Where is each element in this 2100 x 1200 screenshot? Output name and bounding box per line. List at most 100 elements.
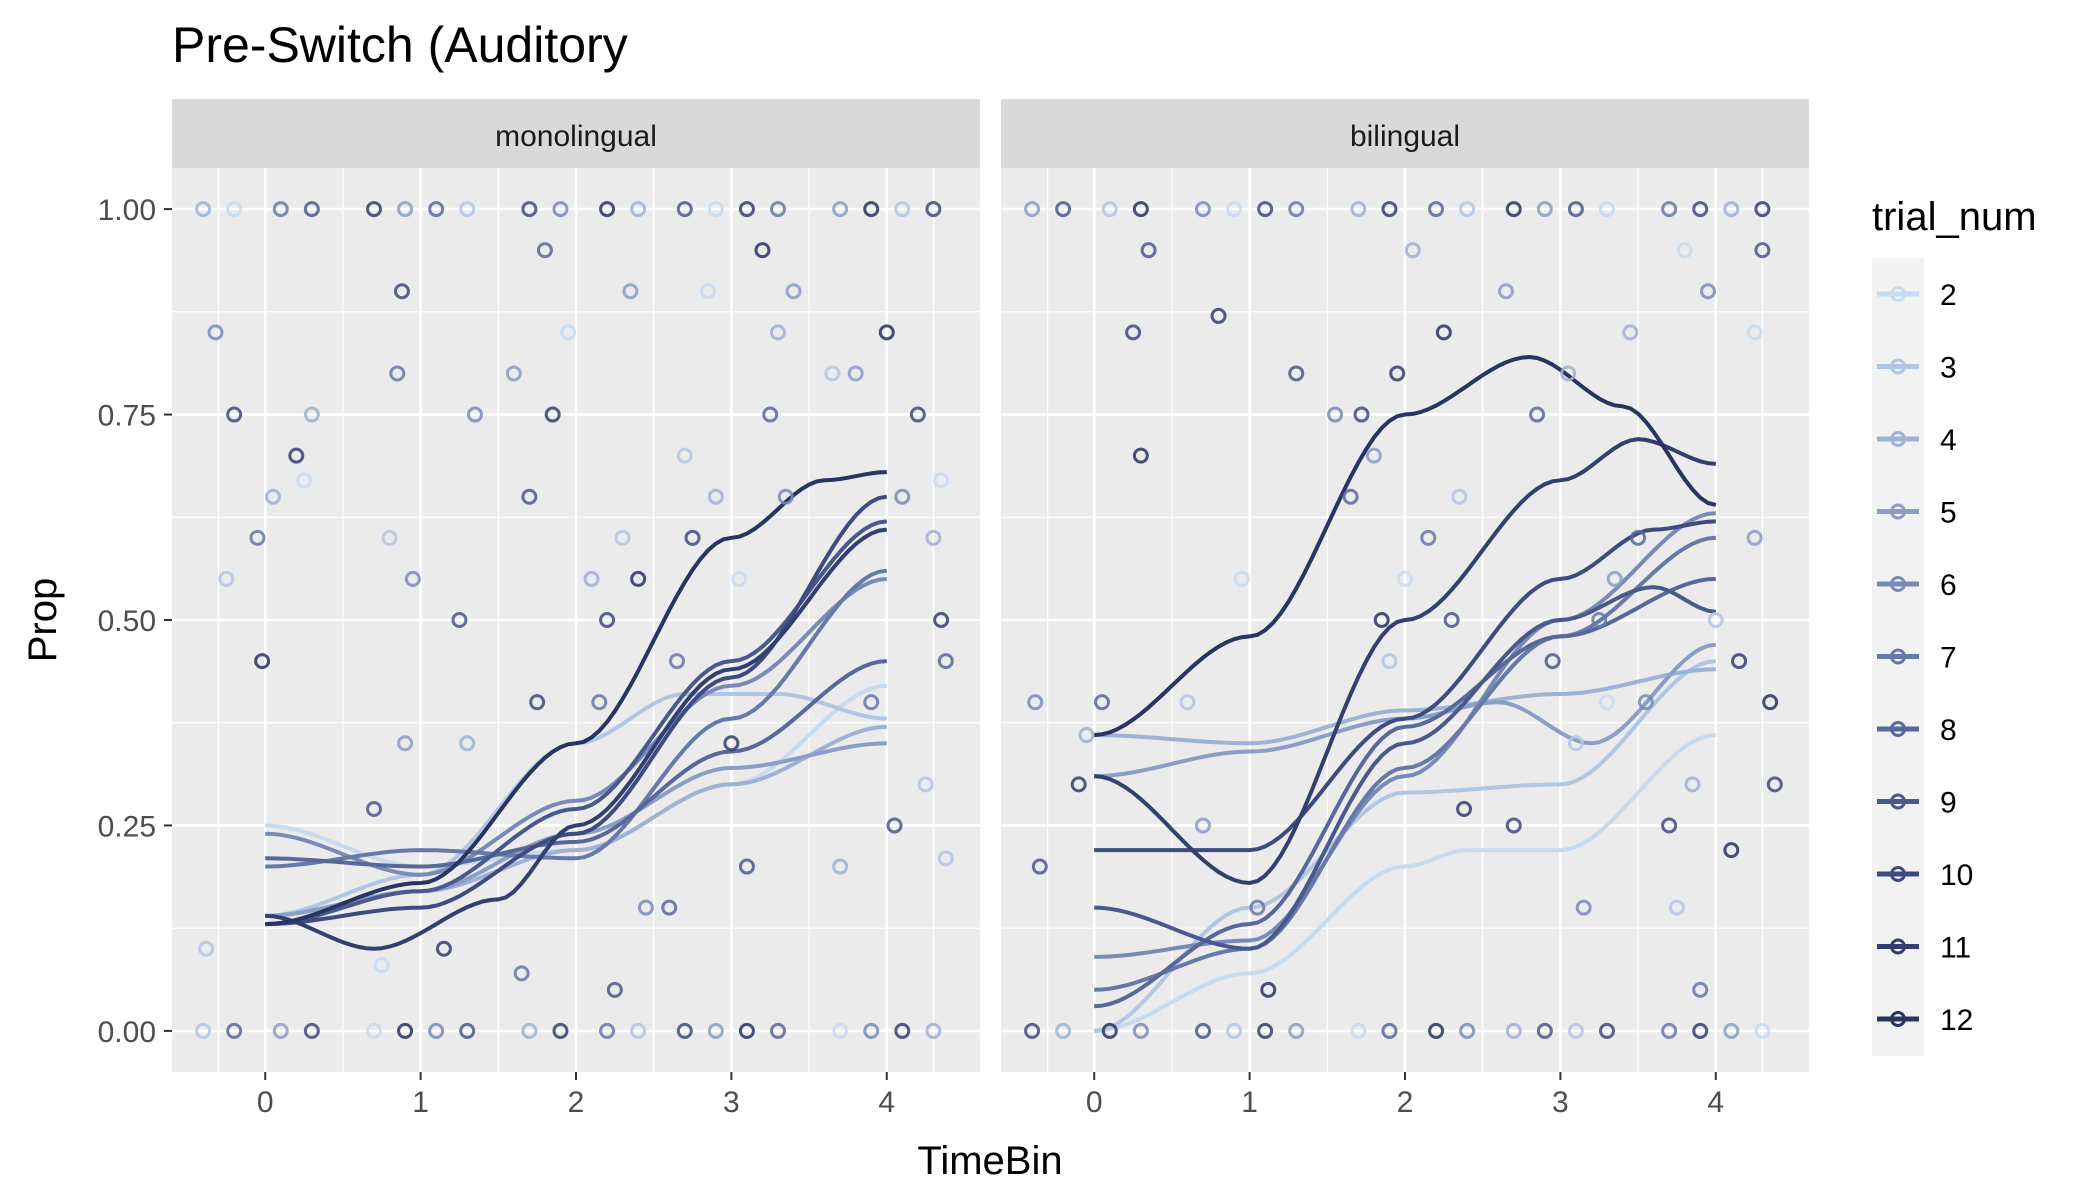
data-point bbox=[552, 1022, 569, 1039]
data-point bbox=[1606, 570, 1623, 587]
data-point bbox=[1350, 1022, 1367, 1039]
data-point bbox=[1766, 776, 1783, 793]
legend-key-point bbox=[1890, 286, 1906, 302]
data-point bbox=[731, 570, 748, 587]
data-point bbox=[878, 324, 895, 341]
data-point bbox=[1505, 201, 1522, 218]
data-point bbox=[637, 899, 654, 916]
data-point bbox=[832, 201, 849, 218]
data-point bbox=[1327, 406, 1344, 423]
data-point bbox=[1101, 1022, 1118, 1039]
data-point bbox=[1661, 817, 1678, 834]
data-point bbox=[909, 406, 926, 423]
data-point bbox=[1101, 201, 1118, 218]
data-point bbox=[1505, 1022, 1522, 1039]
legend-label: 12 bbox=[1940, 1004, 1973, 1037]
data-point bbox=[505, 365, 522, 382]
data-point bbox=[1210, 307, 1227, 324]
legend-label: 2 bbox=[1940, 279, 1957, 312]
legend-label: 9 bbox=[1940, 787, 1957, 820]
data-point bbox=[894, 201, 911, 218]
data-point bbox=[521, 1022, 538, 1039]
data-point bbox=[1233, 570, 1250, 587]
data-point bbox=[937, 850, 954, 867]
x-tick-label: 0 bbox=[1086, 1086, 1103, 1119]
data-point bbox=[1257, 201, 1274, 218]
data-point bbox=[1684, 776, 1701, 793]
smooth-line-trial-7 bbox=[265, 568, 888, 869]
data-point bbox=[254, 653, 271, 670]
strip-background bbox=[1001, 99, 1809, 168]
data-point bbox=[521, 488, 538, 505]
data-point bbox=[1544, 653, 1561, 670]
x-tick-label: 2 bbox=[1397, 1086, 1414, 1119]
data-point bbox=[1637, 694, 1654, 711]
data-point bbox=[272, 201, 289, 218]
smooth-line-trial-7 bbox=[1094, 535, 1716, 992]
data-point bbox=[925, 1022, 942, 1039]
data-point bbox=[591, 694, 608, 711]
legend-title: trial_num bbox=[1872, 195, 2037, 239]
data-point bbox=[1668, 899, 1685, 916]
data-point bbox=[847, 365, 864, 382]
data-point bbox=[397, 735, 414, 752]
data-point bbox=[1661, 201, 1678, 218]
chart-title: Pre-Switch (Auditory bbox=[172, 17, 628, 73]
x-tick-label: 0 bbox=[257, 1086, 274, 1119]
data-point bbox=[738, 1022, 755, 1039]
data-point bbox=[754, 242, 771, 259]
data-point bbox=[459, 735, 476, 752]
data-point bbox=[393, 283, 410, 300]
data-point bbox=[552, 201, 569, 218]
data-point bbox=[195, 201, 212, 218]
smooth-line-trial-11 bbox=[265, 527, 888, 951]
data-point bbox=[762, 406, 779, 423]
data-point bbox=[863, 1022, 880, 1039]
data-point bbox=[1024, 1022, 1041, 1039]
data-point bbox=[296, 472, 313, 489]
data-point bbox=[1132, 447, 1149, 464]
smooth-line-trial-10 bbox=[1094, 519, 1716, 853]
data-point bbox=[218, 570, 235, 587]
data-point bbox=[1459, 201, 1476, 218]
data-point bbox=[459, 1022, 476, 1039]
data-point bbox=[1560, 365, 1577, 382]
data-point bbox=[1288, 1022, 1305, 1039]
data-point bbox=[917, 776, 934, 793]
data-point bbox=[1288, 365, 1305, 382]
data-point bbox=[925, 529, 942, 546]
data-point bbox=[451, 612, 468, 628]
data-point bbox=[1070, 776, 1087, 793]
data-point bbox=[1288, 201, 1305, 218]
data-point bbox=[738, 201, 755, 218]
legend-key-point bbox=[1890, 721, 1906, 737]
data-point bbox=[1575, 899, 1592, 916]
data-point bbox=[467, 406, 483, 423]
data-point bbox=[1599, 694, 1615, 711]
y-axis-title: Prop bbox=[21, 578, 65, 663]
data-point bbox=[1536, 1022, 1553, 1039]
data-point bbox=[303, 406, 320, 423]
legend-label: 5 bbox=[1940, 497, 1957, 530]
data-point bbox=[1381, 1022, 1398, 1039]
data-point bbox=[536, 242, 553, 259]
data-point bbox=[381, 529, 398, 546]
data-point bbox=[1078, 727, 1095, 744]
data-point bbox=[1762, 694, 1779, 711]
data-point bbox=[1125, 324, 1142, 341]
x-axis-monolingual: 0 1 2 3 4 bbox=[257, 1072, 895, 1119]
data-point bbox=[925, 201, 942, 218]
strip-background bbox=[172, 99, 980, 168]
data-point bbox=[1094, 694, 1110, 711]
data-point bbox=[863, 694, 880, 711]
smooth-lines bbox=[1093, 354, 1717, 1033]
data-point bbox=[863, 201, 880, 218]
data-point bbox=[1456, 801, 1473, 818]
data-point bbox=[1365, 447, 1382, 464]
data-point bbox=[428, 201, 445, 218]
data-point bbox=[1342, 488, 1359, 505]
data-point bbox=[1723, 842, 1740, 859]
data-point bbox=[1260, 981, 1277, 998]
x-tick-label: 2 bbox=[568, 1086, 585, 1119]
data-point bbox=[1536, 201, 1553, 218]
